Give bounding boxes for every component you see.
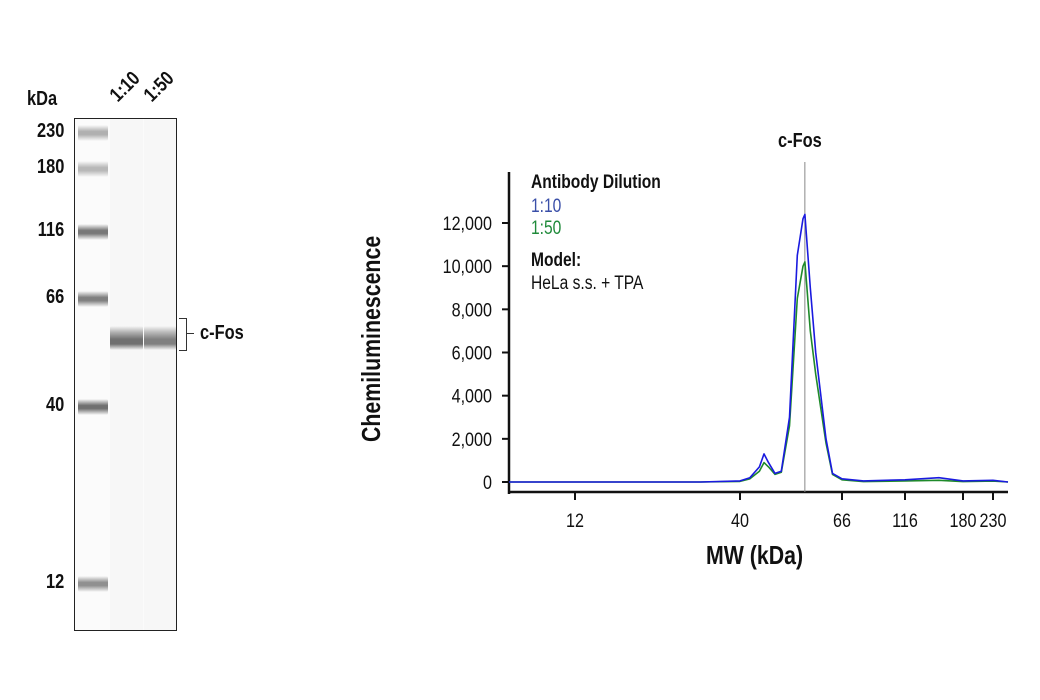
y-tick-label: 8,000 bbox=[452, 299, 493, 321]
y-axis-label: Chemiluminescence bbox=[356, 235, 386, 442]
series-line-1-10 bbox=[509, 213, 1009, 483]
x-tick-label: 12 bbox=[566, 510, 584, 532]
target-label: c-Fos bbox=[200, 322, 244, 344]
x-tick-label: 66 bbox=[833, 510, 851, 532]
ladder-band-12 bbox=[78, 576, 108, 592]
ladder-band-66 bbox=[78, 291, 108, 307]
y-tick-label: 10,000 bbox=[443, 256, 493, 278]
ladder-label-66: 66 bbox=[45, 286, 64, 308]
sample-band-1 bbox=[110, 326, 143, 350]
ladder-band-116 bbox=[78, 224, 108, 240]
y-tick-label: 0 bbox=[483, 472, 492, 494]
blot-image bbox=[74, 118, 177, 631]
ladder-label-40: 40 bbox=[45, 394, 64, 416]
x-tick-label: 230 bbox=[980, 510, 1007, 532]
legend-model-value: HeLa s.s. + TPA bbox=[531, 273, 644, 294]
ladder-band-40 bbox=[78, 399, 108, 415]
y-tick-label: 12,000 bbox=[443, 213, 493, 235]
ladder-band-230 bbox=[78, 125, 108, 141]
ladder-label-230: 230 bbox=[36, 120, 64, 142]
y-tick-label: 6,000 bbox=[452, 342, 493, 364]
sample-lane-2 bbox=[144, 119, 176, 630]
ladder-label-12: 12 bbox=[45, 571, 64, 593]
ladder-label-180: 180 bbox=[36, 156, 64, 178]
ladder-lane bbox=[78, 119, 108, 630]
target-bracket bbox=[179, 318, 187, 351]
legend-series-2: 1:50 bbox=[531, 218, 562, 239]
ladder-band-180 bbox=[78, 161, 108, 177]
x-axis-label: MW (kDa) bbox=[706, 540, 804, 570]
sample-lane-1 bbox=[110, 119, 143, 630]
y-tick-label: 4,000 bbox=[452, 385, 493, 407]
target-bracket-tick bbox=[187, 333, 194, 334]
marker-label: c-Fos bbox=[778, 130, 822, 152]
legend-series-1: 1:10 bbox=[531, 196, 562, 217]
sample-band-2 bbox=[144, 326, 176, 350]
blot-unit-label: kDa bbox=[27, 88, 58, 110]
legend-title: Antibody Dilution bbox=[531, 172, 661, 193]
y-tick-label: 2,000 bbox=[452, 429, 493, 451]
x-tick-label: 180 bbox=[950, 510, 977, 532]
ladder-label-116: 116 bbox=[37, 219, 64, 241]
x-tick-label: 116 bbox=[892, 510, 918, 532]
legend-model-title: Model: bbox=[531, 250, 582, 271]
series-line-1-50 bbox=[509, 261, 1009, 483]
x-tick-label: 40 bbox=[731, 510, 749, 532]
